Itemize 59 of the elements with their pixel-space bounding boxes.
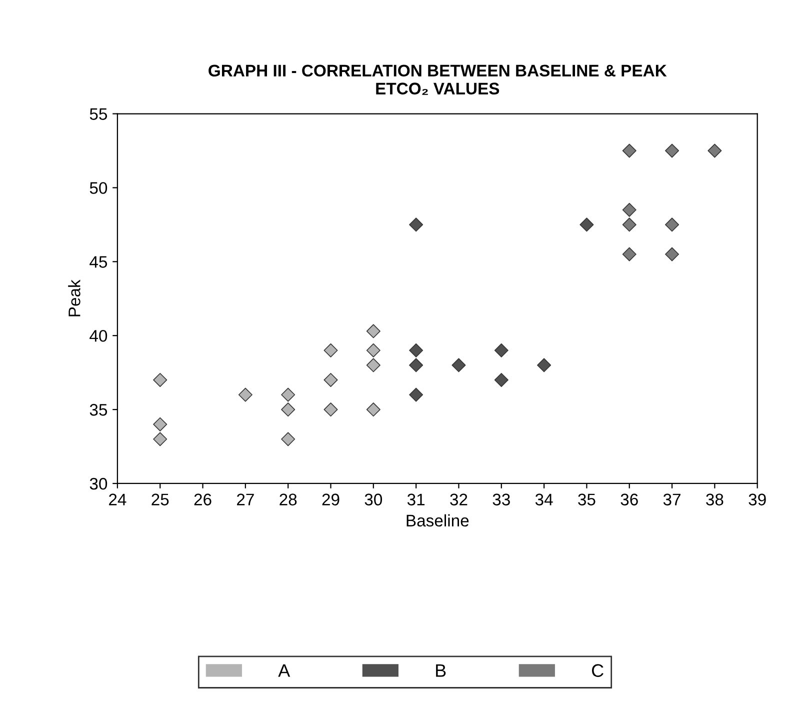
x-tick-label: 24 (109, 494, 126, 506)
y-tick-label: 40 (90, 330, 108, 342)
x-tick-label: 32 (450, 494, 468, 506)
point (580, 218, 594, 232)
y-tick-label: 50 (90, 182, 108, 194)
x-tick-label: 34 (535, 494, 553, 506)
point (153, 432, 168, 446)
point (324, 402, 338, 417)
y-axis-title: Peak (68, 280, 80, 316)
point (622, 144, 636, 158)
x-tick-label: 30 (364, 494, 382, 506)
point (281, 402, 296, 417)
point (366, 324, 380, 338)
point (324, 343, 338, 358)
point (622, 202, 636, 217)
x-tick-label: 39 (748, 494, 766, 506)
point (665, 247, 680, 262)
point (537, 358, 552, 372)
point (153, 372, 168, 387)
point (366, 343, 380, 358)
point (281, 388, 296, 402)
point (409, 388, 424, 402)
point (622, 247, 636, 262)
point (665, 218, 680, 232)
y-tick-label: 30 (90, 478, 108, 490)
x-tick-label: 37 (663, 494, 680, 506)
x-tick-label: 28 (280, 494, 297, 506)
point (409, 343, 424, 358)
y-tick-label: 45 (90, 256, 108, 268)
point (409, 358, 424, 372)
point (153, 417, 168, 432)
chart-title: GRAPH III - CORRELATION BETWEEN BASELINE & PEAK ETCO₂ VALUES (208, 64, 667, 95)
point (366, 402, 380, 417)
point (665, 144, 680, 158)
x-tick-label: 33 (492, 494, 510, 506)
x-tick-label: 29 (322, 494, 340, 506)
point (622, 218, 636, 232)
point (708, 144, 722, 158)
point (494, 343, 508, 358)
x-tick-label: 38 (706, 494, 724, 506)
x-tick-label: 27 (237, 494, 254, 506)
x-tick-label: 26 (194, 494, 212, 506)
point (366, 358, 380, 372)
x-axis-title: Baseline (406, 514, 469, 527)
point (409, 218, 424, 232)
legend-label: B (436, 664, 446, 677)
point (238, 388, 252, 402)
point (494, 372, 508, 387)
point (324, 372, 338, 387)
x-tick-label: 31 (407, 494, 425, 506)
x-tick-label: 36 (620, 494, 638, 506)
x-tick-label: 25 (152, 494, 169, 506)
legend-label: C (592, 664, 604, 677)
y-tick-label: 55 (90, 108, 108, 120)
point (452, 358, 466, 372)
legend-label: A (278, 664, 290, 677)
x-tick-label: 35 (578, 494, 596, 506)
point (281, 432, 296, 446)
y-tick-label: 35 (90, 404, 108, 416)
